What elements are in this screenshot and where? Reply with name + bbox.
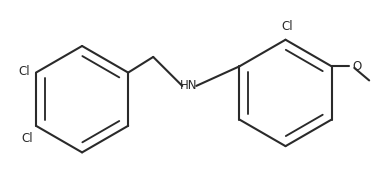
Text: O: O [352, 60, 361, 73]
Text: Cl: Cl [281, 20, 293, 33]
Text: HN: HN [180, 79, 197, 92]
Text: Cl: Cl [21, 132, 33, 145]
Text: Cl: Cl [18, 64, 30, 77]
